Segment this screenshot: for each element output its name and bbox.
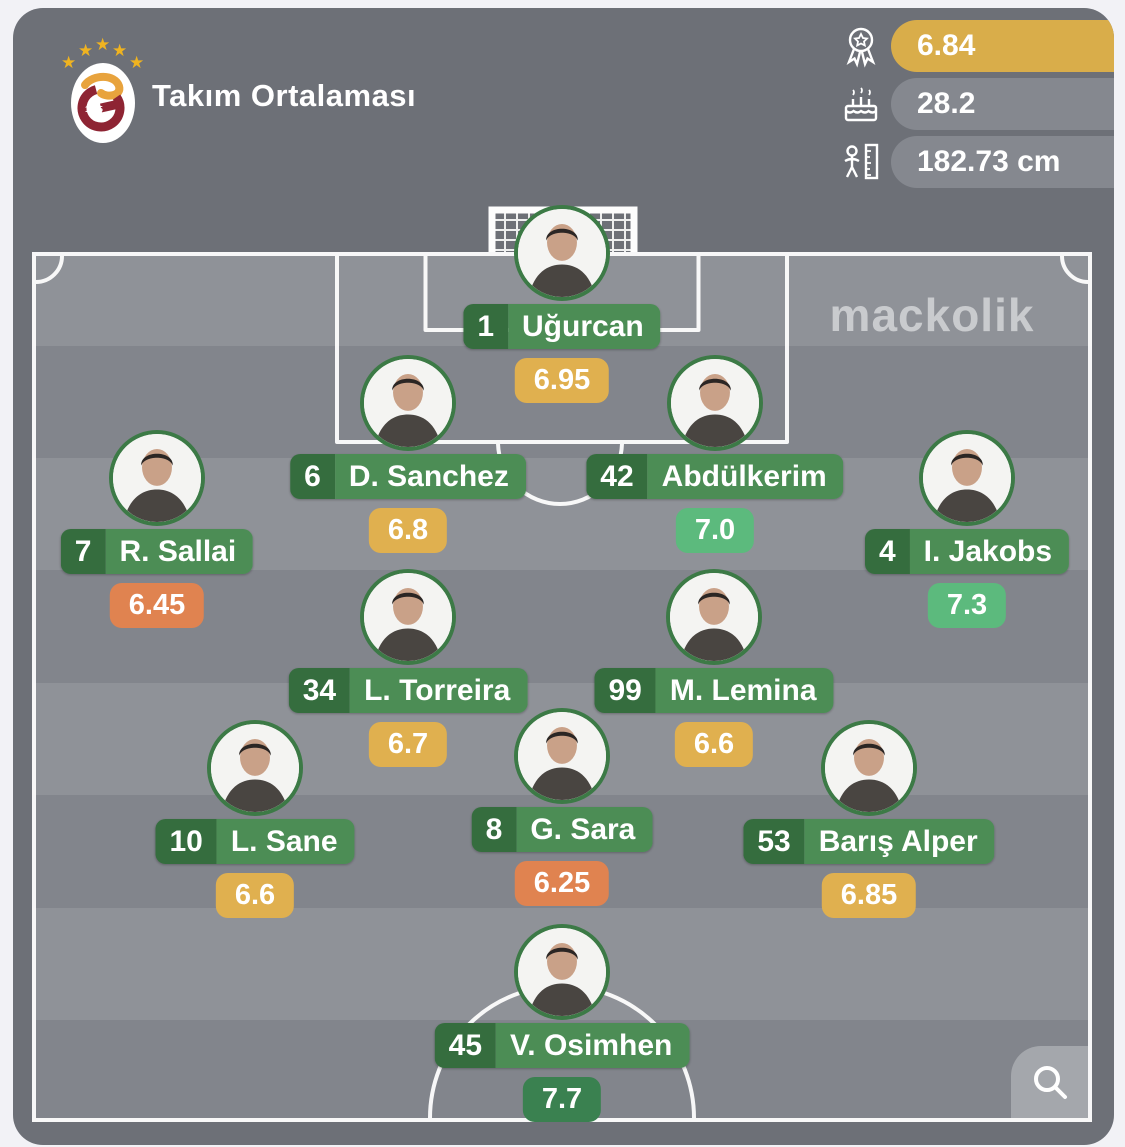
player-name-pill[interactable]: 7 R. Sallai [60,529,254,574]
svg-text:★: ★ [95,35,110,54]
player-number: 42 [586,454,648,499]
player-name: I. Jakobs [909,529,1070,574]
medal-icon [846,27,876,68]
player-rating-badge: 6.45 [109,583,205,628]
player-name-pill[interactable]: 4 I. Jakobs [864,529,1070,574]
player-number: 99 [594,668,656,713]
player-name-pill[interactable]: 45 V. Osimhen [434,1023,690,1068]
mackolik-watermark: mackolik [829,289,1035,341]
svg-text:★: ★ [112,41,127,60]
penalty-box [335,256,789,444]
player-rating-badge: 6.7 [368,722,448,767]
player-rating-badge: 7.7 [522,1077,602,1122]
player-number: 45 [434,1023,497,1068]
player-name-pill[interactable]: 10 L. Sane [155,819,355,864]
player-name-pill[interactable]: 6 D. Sanchez [290,454,526,499]
galatasaray-crest-icon[interactable]: ★ ★ ★ ★ ★ 1905 [55,30,151,146]
player-number: 7 [60,529,106,574]
player-name-pill[interactable]: 42 Abdülkerim [586,454,844,499]
svg-text:★: ★ [61,53,76,72]
player-name: R. Sallai [105,529,254,574]
player-avatar[interactable] [667,355,763,451]
player-number: 34 [288,668,351,713]
player-name: L. Torreira [350,668,528,713]
player-rating-badge: 7.3 [927,583,1007,628]
player-name: G. Sara [516,807,653,852]
player-number: 53 [743,819,805,864]
player-name: D. Sanchez [334,454,526,499]
average-rating-row: 6.84 [839,20,1114,72]
player-number: 4 [864,529,910,574]
player-name-pill[interactable]: 34 L. Torreira [288,668,528,713]
height-ruler-icon [844,143,879,180]
player-number: 8 [471,807,517,852]
player-name: Uğurcan [508,304,661,349]
player-name: V. Osimhen [496,1023,690,1068]
player-rating-badge: 6.8 [368,508,448,553]
player-avatar[interactable] [207,720,303,816]
svg-text:★: ★ [129,53,144,72]
player-name: Abdülkerim [647,454,844,499]
player-number: 10 [155,819,217,864]
player-avatar[interactable] [109,430,205,526]
page-title: Takım Ortalaması [152,78,417,113]
player-number: 1 [463,304,508,349]
svg-text:1905: 1905 [85,105,103,114]
player-name-pill[interactable]: 99 M. Lemina [594,668,834,713]
player-rating-badge: 6.95 [514,358,610,403]
player-rating-badge: 6.25 [514,861,610,906]
player-avatar[interactable] [360,355,456,451]
player-name: L. Sane [216,819,355,864]
player-avatar[interactable] [514,205,610,301]
average-age-value: 28.2 [891,78,1114,130]
player-rating-badge: 6.6 [215,873,295,918]
average-height-value: 182.73 cm [891,136,1114,188]
average-age-row: 28.2 [839,78,1114,130]
average-height-row: 182.73 cm [839,136,1114,188]
player-name: Barış Alper [804,819,995,864]
player-name-pill[interactable]: 1 Uğurcan [463,304,661,349]
player-name: M. Lemina [655,668,834,713]
average-rating-value: 6.84 [891,20,1114,72]
player-number: 6 [290,454,335,499]
player-avatar[interactable] [514,924,610,1020]
magnifier-icon [1033,1066,1067,1099]
player-avatar[interactable] [821,720,917,816]
player-rating-badge: 6.85 [821,873,917,918]
birthday-cake-icon [844,87,878,122]
player-name-pill[interactable]: 53 Barış Alper [743,819,995,864]
player-rating-badge: 7.0 [675,508,755,553]
player-avatar[interactable] [666,569,762,665]
svg-text:★: ★ [78,41,93,60]
zoom-search-button[interactable] [1011,1046,1088,1118]
player-rating-badge: 6.6 [674,722,754,767]
player-avatar[interactable] [514,708,610,804]
team-average-stats: 6.84 28.2 182.73 cm [839,20,1114,194]
player-name-pill[interactable]: 8 G. Sara [471,807,653,852]
player-avatar[interactable] [360,569,456,665]
player-avatar[interactable] [919,430,1015,526]
